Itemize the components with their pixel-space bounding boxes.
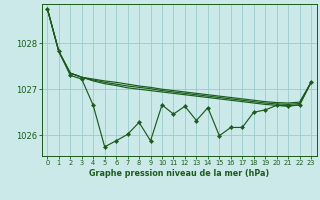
X-axis label: Graphe pression niveau de la mer (hPa): Graphe pression niveau de la mer (hPa) — [89, 169, 269, 178]
